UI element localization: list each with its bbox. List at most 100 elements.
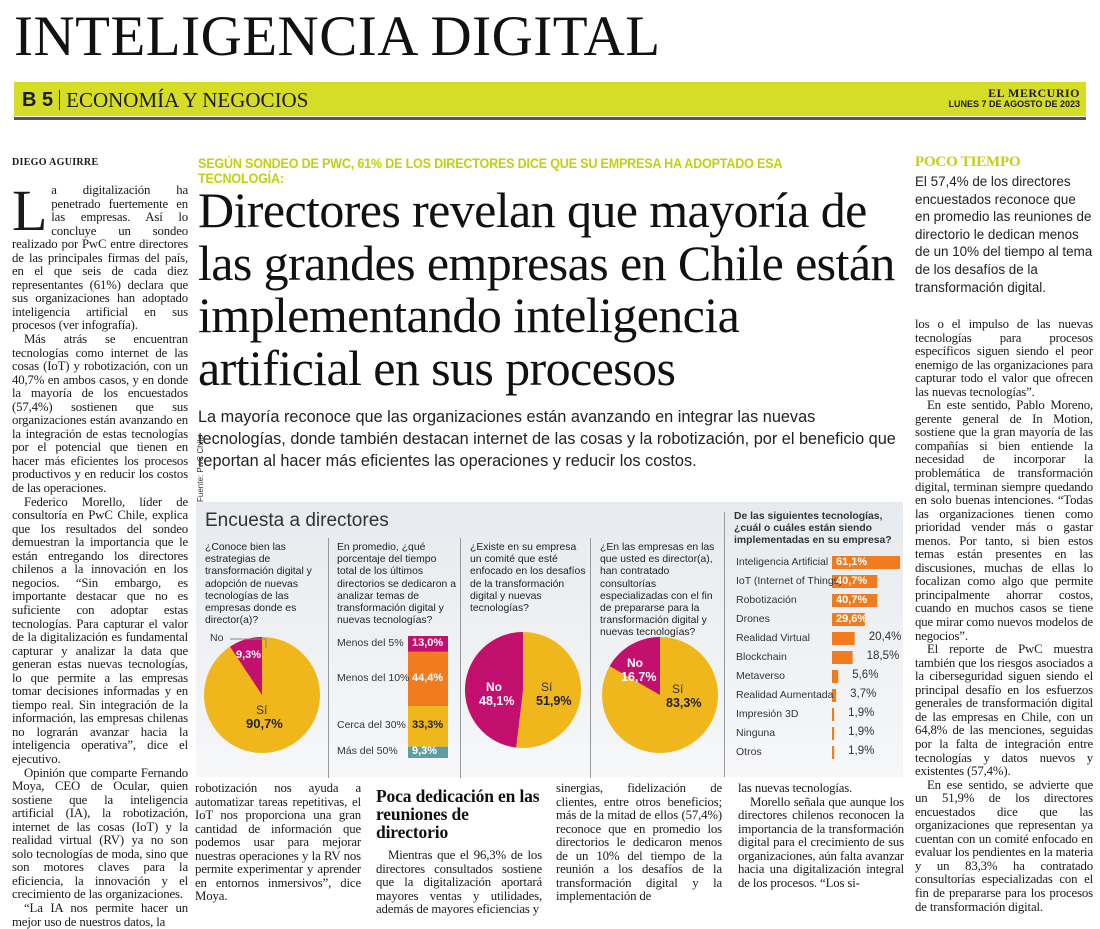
question-2: En promedio, ¿qué porcentaje del tiempo … [337,542,456,627]
tech-label: Robotización [736,594,797,606]
tech-label: Otros [736,746,762,758]
paragraph: robotización nos ayuda a automatizar tar… [195,781,361,904]
issue-date: LUNES 7 DE AGOSTO DE 2023 [948,99,1080,109]
sidebar-title: POCO TIEMPO [915,154,1021,170]
column-right: los o el impulso de las nuevas tecnologí… [915,317,1093,914]
tech-bar [832,708,835,721]
sidebar-box: POCO TIEMPO El 57,4% de los directores e… [915,154,1093,296]
pie-3-value-si: 51,9% [536,694,572,708]
section-header: B 5 ECONOMÍA Y NEGOCIOS [22,88,308,112]
tech-label: Impresión 3D [736,708,799,720]
pie-3-value-no: 48,1% [479,694,515,708]
tech-value: 1,9% [848,726,875,738]
stacked-segment [408,636,448,652]
tech-bar [832,689,837,702]
pie-3-label-no: No [486,680,502,694]
stacked-segment [408,651,448,707]
source-credit: Fuente: PwC Chile [196,435,205,502]
divider [590,538,591,778]
tech-value: 3,7% [850,688,877,700]
pie-1-label-no: No [210,632,224,644]
infographic-title: Encuesta a directores [205,510,389,531]
pie-1-slice-no [230,637,262,695]
infographic-charts [204,556,900,759]
stacked-segment [408,706,448,747]
tech-value: 20,4% [868,631,902,643]
question-4: ¿En las empresas en las que usted es dir… [600,542,715,639]
pie-1-value-no: 9,3% [236,649,262,661]
stacked-value: 9,3% [412,745,438,758]
column-bottom-4: las nuevas tecnologías. Morello señala q… [738,781,904,890]
page-title: INTELIGENCIA DIGITAL [14,5,661,68]
tech-value: 61,1% [836,556,868,568]
section-name: ECONOMÍA Y NEGOCIOS [66,88,309,112]
stacked-value: 13,0% [412,636,444,649]
tech-bar [832,632,855,645]
tech-label: Realidad Virtual [736,632,810,644]
tech-bar [832,746,835,759]
question-3: ¿Existe en su empresa un comité que esté… [470,542,586,615]
pie-1-value-si: 90,7% [246,716,283,731]
column-bottom-3: sinergias, fidelización de clientes, ent… [556,781,722,904]
section-band [14,82,1086,116]
tech-value: 40,7% [836,575,868,587]
tech-value: 1,9% [848,745,875,757]
pie-4-label-no: No [627,656,643,670]
headline: Directores revelan que mayoría de las gr… [198,182,895,396]
question-1: ¿Conoce bien las estrategias de transfor… [205,542,312,627]
tech-bar [832,651,853,664]
sidebar-text: El 57,4% de los directores encuestados r… [915,174,1093,295]
drop-cap: L [12,178,48,243]
paragraph: “La IA nos permite hacer un mejor uso de… [12,900,188,929]
tech-label: Ninguna [736,727,776,739]
stacked-segment [408,746,448,758]
question-5: De las siguientes tecnologías, ¿cuál o c… [734,511,892,547]
divider [14,117,1086,120]
paragraph: Más atrás se encuentran tecnologías como… [12,332,188,496]
pie-3-slice-no [465,632,523,748]
tech-bar [832,575,878,588]
stacked-label: Menos del 10% [337,671,410,684]
divider [59,90,61,110]
deck: La mayoría reconoce que las organizacion… [198,408,896,470]
paragraph: Morello señala que aunque los directores… [738,794,904,890]
kicker: SEGÚN SONDEO DE PWC, 61% DE LOS DIRECTOR… [198,156,782,186]
divider [328,538,329,778]
paragraph: los o el impulso de las nuevas tecnologí… [915,317,1093,399]
tech-bar [832,613,865,626]
tech-label: Drones [736,613,770,625]
stacked-label: Más del 50% [337,745,398,758]
stacked-value: 44,4% [412,671,444,684]
tech-label: IoT (Internet of Things) [736,575,843,587]
tech-bar [832,670,839,683]
paragraph: En ese sentido, se advierte que un 51,9%… [915,777,1093,914]
tech-bar [832,594,878,607]
masthead: EL MERCURIO LUNES 7 DE AGOSTO DE 2023 [948,86,1080,110]
tech-label: Blockchain [736,651,787,663]
tech-value: 40,7% [836,594,868,606]
tech-value: 5,6% [852,669,879,681]
page-number: B 5 [22,89,54,111]
paragraph: Mientras que el 96,3% de los directores … [376,848,542,917]
subhead: Poca dedicación en las reuniones de dire… [376,786,540,842]
pie-4-slice-no [609,637,660,695]
byline: DIEGO AGUIRRE [12,157,99,168]
pie-4-label-si: Sí [672,682,684,696]
divider [460,538,461,778]
newspaper-name: EL MERCURIO [988,86,1080,100]
column-bottom-1: robotización nos ayuda a automatizar tar… [195,781,361,904]
pie-4-value-si: 83,3% [666,696,702,710]
paragraph: Opinión que comparte Fernando Moya, CEO … [12,765,188,902]
tech-value: 1,9% [848,707,875,719]
column-bottom-2: Poca dedicación en las reuniones de dire… [376,782,542,917]
tech-bar [832,727,835,740]
infographic: Encuesta a directores ¿Conoce bien las e… [196,435,903,778]
tech-label: Realidad Aumentada [736,689,834,701]
stacked-value: 33,3% [412,719,444,732]
tech-value: 29,6% [836,613,868,625]
paragraph: sinergias, fidelización de clientes, ent… [556,781,722,904]
tech-label: Inteligencia Artificial [736,556,829,568]
pie-3-label-si: Sí [541,680,553,694]
